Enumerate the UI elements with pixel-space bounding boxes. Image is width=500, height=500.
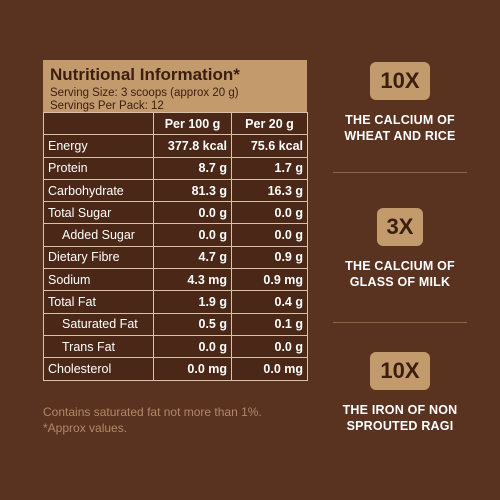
table-row: Total Fat 1.9 g 0.4 g: [43, 290, 308, 314]
row-per100: 0.0 g: [153, 334, 232, 359]
header-empty: [43, 111, 154, 136]
row-per20: 75.6 kcal: [231, 134, 308, 158]
row-per20: 0.4 g: [231, 290, 308, 314]
table-row: Saturated Fat 0.5 g 0.1 g: [43, 312, 308, 336]
row-per20: 0.0 g: [231, 201, 308, 225]
header-per-100g: Per 100 g: [153, 111, 232, 136]
nutrition-header: Nutritional Information* Serving Size: 3…: [43, 60, 307, 112]
row-label: Total Sugar: [43, 201, 154, 225]
table-row: Dietary Fibre 4.7 g 0.9 g: [43, 245, 308, 270]
row-per20: 1.7 g: [231, 156, 308, 180]
callout-badge: 10X: [370, 62, 430, 100]
row-per100: 0.5 g: [153, 312, 232, 336]
callout-calcium-wheat-rice: 10X THE CALCIUM OF WHEAT AND RICE: [325, 62, 475, 144]
row-per20: 0.1 g: [231, 312, 308, 336]
row-label: Saturated Fat: [43, 312, 154, 336]
row-label: Sodium: [43, 268, 154, 292]
callout-line: THE CALCIUM OF: [345, 113, 455, 127]
callout-line: THE CALCIUM OF: [345, 259, 455, 273]
servings-per-pack: Servings Per Pack: 12: [50, 100, 164, 112]
row-per100: 4.3 mg: [153, 268, 232, 292]
table-row: Trans Fat 0.0 g 0.0 g: [43, 334, 308, 359]
footnote-saturated-fat: Contains saturated fat not more than 1%.: [43, 405, 262, 419]
row-per20: 0.0 g: [231, 223, 308, 247]
table-header-row: Per 100 g Per 20 g: [43, 111, 308, 136]
row-per20: 0.0 g: [231, 334, 308, 359]
callout-line: GLASS OF MILK: [349, 275, 451, 289]
row-per100: 8.7 g: [153, 156, 232, 180]
nutrition-panel: Nutritional Information* Serving Size: 3…: [43, 60, 308, 381]
row-per100: 377.8 kcal: [153, 134, 232, 158]
divider: [333, 172, 467, 173]
footnotes: Contains saturated fat not more than 1%.…: [43, 404, 313, 436]
table-row: Total Sugar 0.0 g 0.0 g: [43, 201, 308, 225]
table-row: Energy 377.8 kcal 75.6 kcal: [43, 134, 308, 158]
row-per20: 0.9 mg: [231, 268, 308, 292]
row-label: Protein: [43, 156, 154, 180]
nutrition-title: Nutritional Information*: [50, 65, 240, 84]
nutrition-table: Per 100 g Per 20 g Energy 377.8 kcal 75.…: [43, 111, 308, 381]
row-per20: 0.0 mg: [231, 357, 308, 381]
table-row: Sodium 4.3 mg 0.9 mg: [43, 268, 308, 292]
row-label: Total Fat: [43, 290, 154, 314]
row-per100: 4.7 g: [153, 245, 232, 270]
callout-iron-ragi: 10X THE IRON OF NON SPROUTED RAGI: [325, 352, 475, 434]
table-row: Protein 8.7 g 1.7 g: [43, 156, 308, 180]
callout-badge: 10X: [370, 352, 430, 390]
row-per100: 0.0 mg: [153, 357, 232, 381]
divider: [333, 322, 467, 323]
row-label: Carbohydrate: [43, 178, 154, 203]
callout-line: THE IRON OF NON: [342, 403, 458, 417]
table-row: Carbohydrate 81.3 g 16.3 g: [43, 178, 308, 203]
serving-size: Serving Size: 3 scoops (approx 20 g): [50, 87, 239, 99]
table-row: Added Sugar 0.0 g 0.0 g: [43, 223, 308, 247]
row-per100: 0.0 g: [153, 223, 232, 247]
callout-calcium-milk: 3X THE CALCIUM OF GLASS OF MILK: [325, 208, 475, 290]
callout-line: WHEAT AND RICE: [344, 129, 456, 143]
row-per100: 81.3 g: [153, 178, 232, 203]
callout-line: SPROUTED RAGI: [346, 419, 454, 433]
row-per100: 0.0 g: [153, 201, 232, 225]
table-row: Cholesterol 0.0 mg 0.0 mg: [43, 357, 308, 381]
row-label: Energy: [43, 134, 154, 158]
row-label: Dietary Fibre: [43, 245, 154, 270]
row-label: Cholesterol: [43, 357, 154, 381]
row-label: Trans Fat: [43, 334, 154, 359]
row-per20: 16.3 g: [231, 178, 308, 203]
header-per-20g: Per 20 g: [231, 111, 308, 136]
callout-badge: 3X: [376, 208, 424, 246]
row-per20: 0.9 g: [231, 245, 308, 270]
footnote-approx: *Approx values.: [43, 421, 128, 435]
row-label: Added Sugar: [43, 223, 154, 247]
row-per100: 1.9 g: [153, 290, 232, 314]
